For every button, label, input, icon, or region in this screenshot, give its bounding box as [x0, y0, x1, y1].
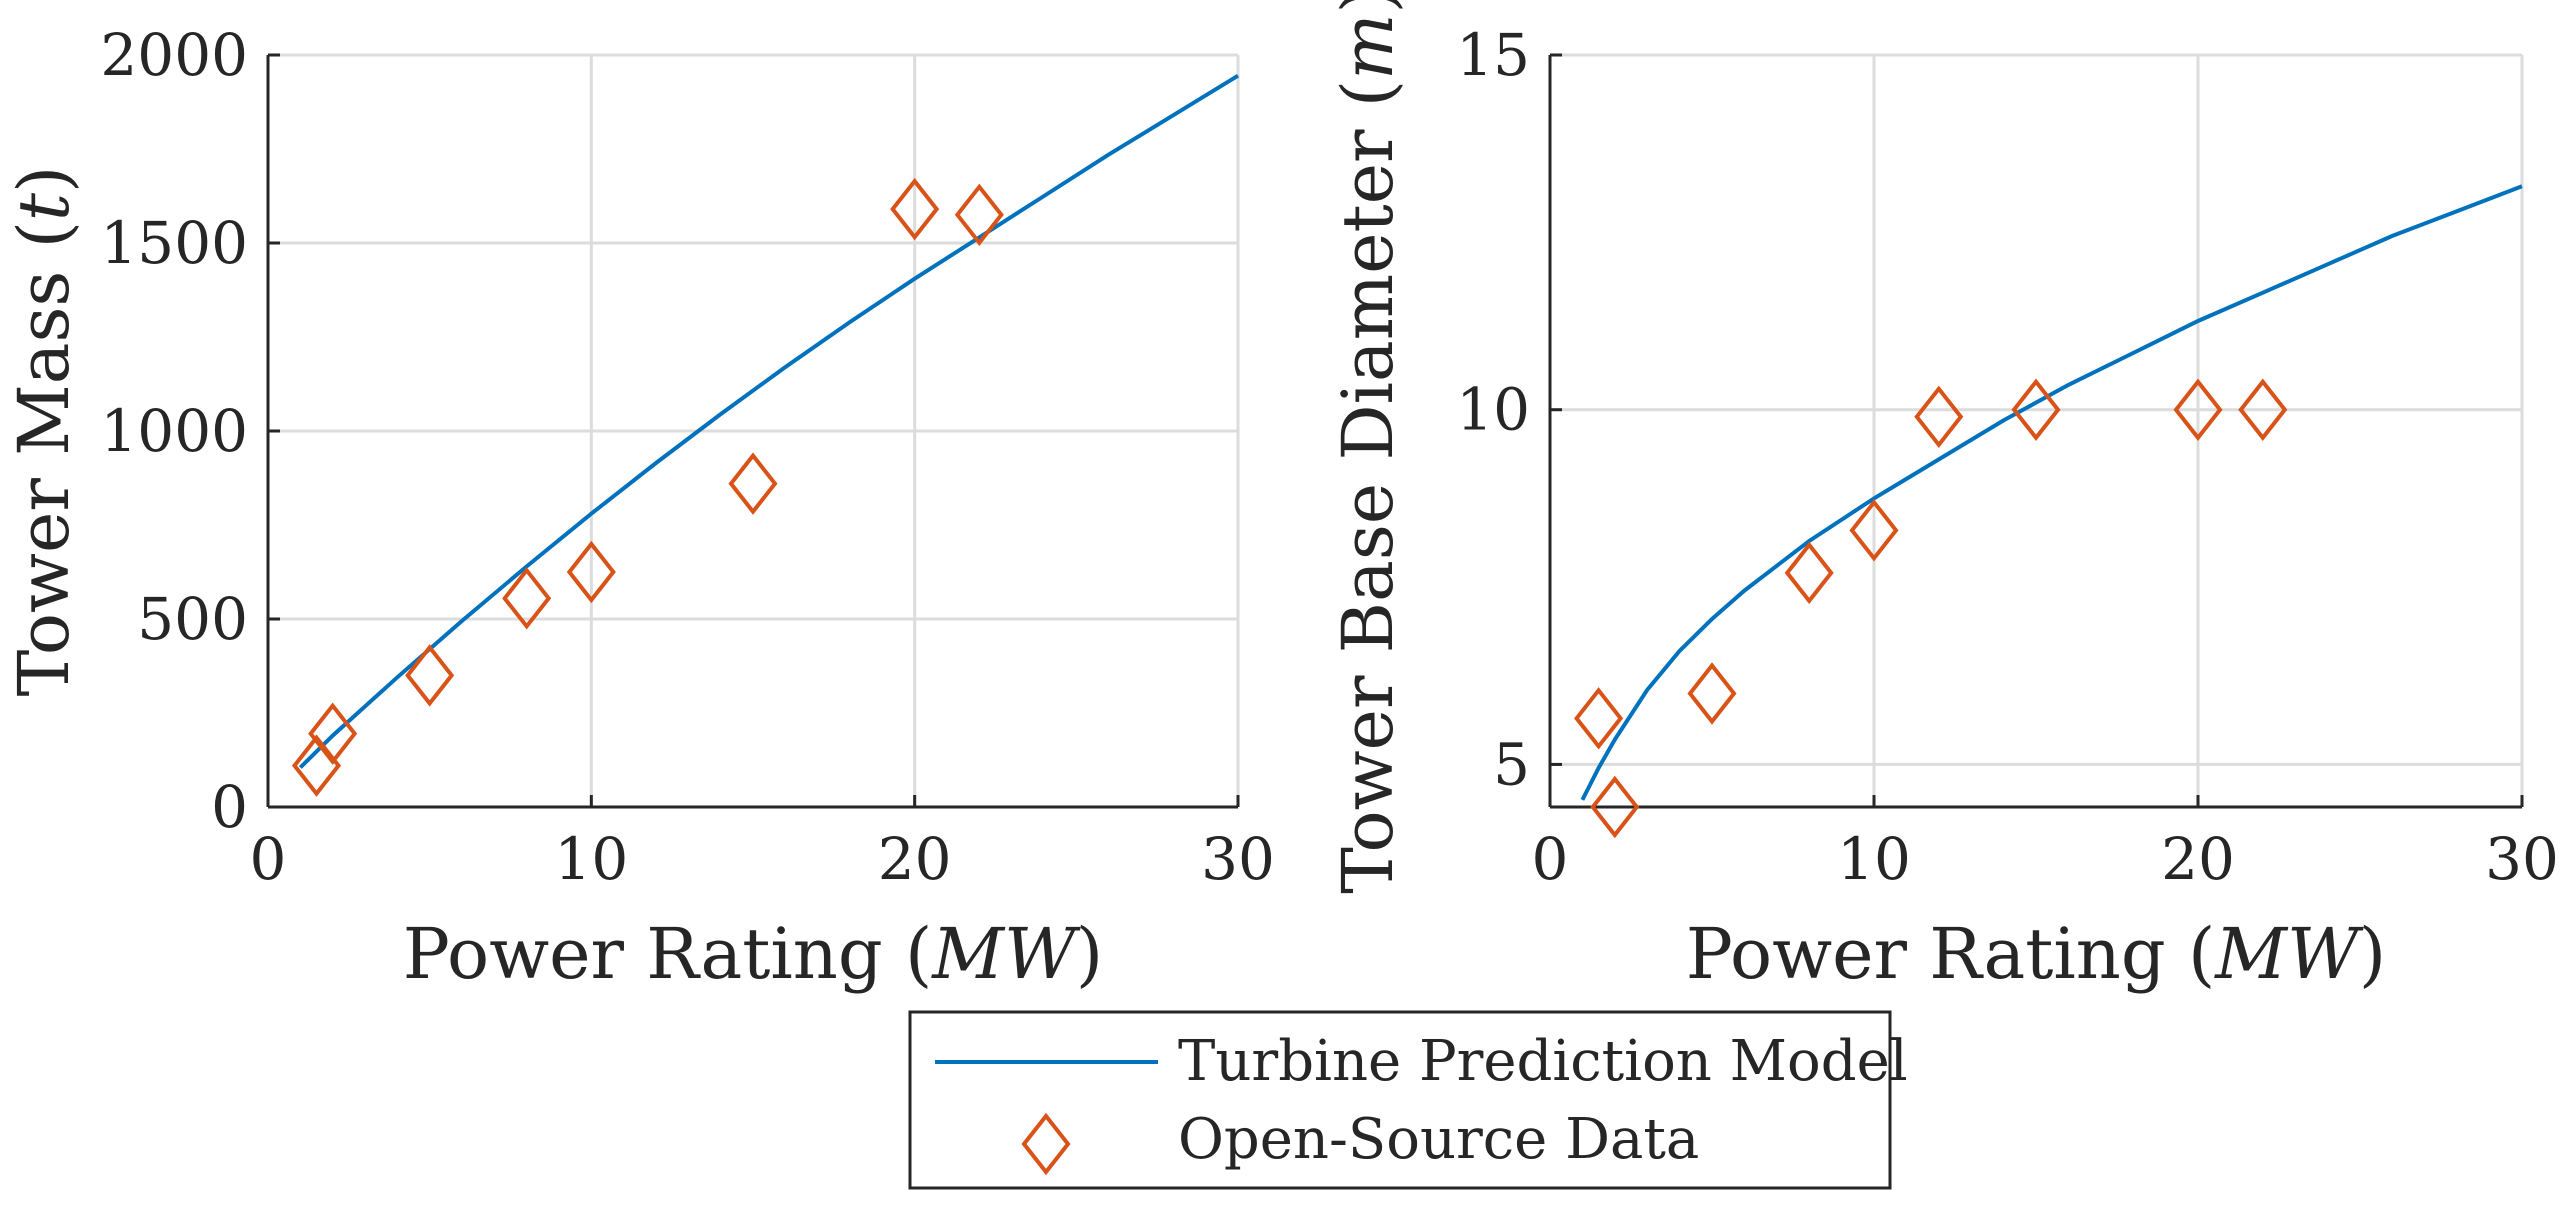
- tower-base-diameter-y-tick-label: 5: [1493, 730, 1530, 798]
- tower-base-diameter-xlabel: Power Rating (MW): [1686, 913, 2386, 995]
- tower-mass-panel: 0 10 20 30 0 500 1000 1500 2000 Power Rating (MW…: [3, 21, 1275, 995]
- tower-mass-grid: [266, 53, 1240, 809]
- tower-base-diameter-axes: [1548, 53, 2524, 809]
- tower-base-diameter-x-tick-label: 10: [1837, 825, 1911, 893]
- tower-base-diameter-data-point: [1784, 541, 1834, 605]
- tower-mass-y-tick-label: 1000: [100, 397, 248, 465]
- tower-base-diameter-ylabel: Tower Base Diameter (m): [1327, 0, 1409, 894]
- tower-mass-y-tick-label: 0: [211, 773, 248, 841]
- tower-mass-data-point: [291, 734, 342, 797]
- legend-data-label: Open-Source Data: [1178, 1107, 1699, 1172]
- tower-mass-xlabel: Power Rating (MW): [403, 913, 1103, 995]
- tower-mass-data-point: [502, 567, 552, 630]
- tower-base-diameter-grid: [1548, 53, 2524, 807]
- tower-mass-data-point: [405, 644, 455, 707]
- tower-base-diameter-model-line: [1580, 184, 2523, 801]
- tower-base-diameter-x-tick-label: 20: [2161, 825, 2235, 893]
- tower-base-diameter-x-tick-label: 0: [1532, 825, 1569, 893]
- tower-base-diameter-data-point: [2238, 378, 2288, 441]
- tower-base-diameter-tick-labels: 0 10 20 30 5 10 15: [1456, 21, 2559, 893]
- legend-model-label: Turbine Prediction Model: [1178, 1029, 1908, 1094]
- tower-mass-tick-labels: 0 10 20 30 0 500 1000 1500 2000: [100, 21, 1275, 893]
- tower-mass-y-tick-label: 1500: [100, 209, 248, 277]
- tower-base-diameter-y-tick-label: 15: [1456, 21, 1530, 89]
- tower-base-diameter-data-point: [2011, 378, 2061, 441]
- tower-mass-x-tick-label: 0: [250, 825, 287, 893]
- tower-mass-data-point: [728, 452, 778, 515]
- tower-base-diameter-data-point: [1849, 499, 1899, 562]
- tower-base-diameter-y-tick-label: 10: [1456, 376, 1530, 444]
- tower-mass-data-point: [954, 183, 1004, 247]
- tower-mass-series: [291, 73, 1240, 797]
- tower-mass-data-point: [890, 177, 940, 241]
- legend-data-marker-sample: [1021, 1112, 1071, 1176]
- tower-base-diameter-data-point: [2173, 378, 2223, 441]
- tower-mass-x-tick-label: 20: [878, 825, 952, 893]
- legend-box: [908, 1010, 1892, 1190]
- tower-mass-x-tick-label: 10: [554, 825, 628, 893]
- tower-mass-ylabel: Tower Mass (t): [3, 166, 85, 697]
- tower-mass-data-point: [308, 702, 358, 765]
- legend: Turbine Prediction Model Open-Source Dat…: [908, 1010, 1908, 1190]
- tower-base-diameter-data-point: [1590, 775, 1640, 839]
- tower-base-diameter-x-tick-label: 30: [2485, 825, 2559, 893]
- tower-mass-axes: [266, 53, 1240, 809]
- tower-base-diameter-series: [1574, 184, 2523, 839]
- tower-mass-x-tick-label: 30: [1201, 825, 1275, 893]
- tower-mass-data-point: [566, 540, 616, 604]
- tower-base-diameter-data-point: [1914, 385, 1964, 449]
- tower-base-diameter-data-point: [1574, 687, 1624, 750]
- tower-mass-y-tick-label: 500: [137, 585, 248, 653]
- tower-mass-y-tick-label: 2000: [100, 21, 248, 89]
- tower-base-diameter-data-point: [1687, 662, 1737, 725]
- tower-base-diameter-panel: 0 10 20 30 5 10 15 Power Rating (MW) Tower Bas…: [1327, 0, 2559, 995]
